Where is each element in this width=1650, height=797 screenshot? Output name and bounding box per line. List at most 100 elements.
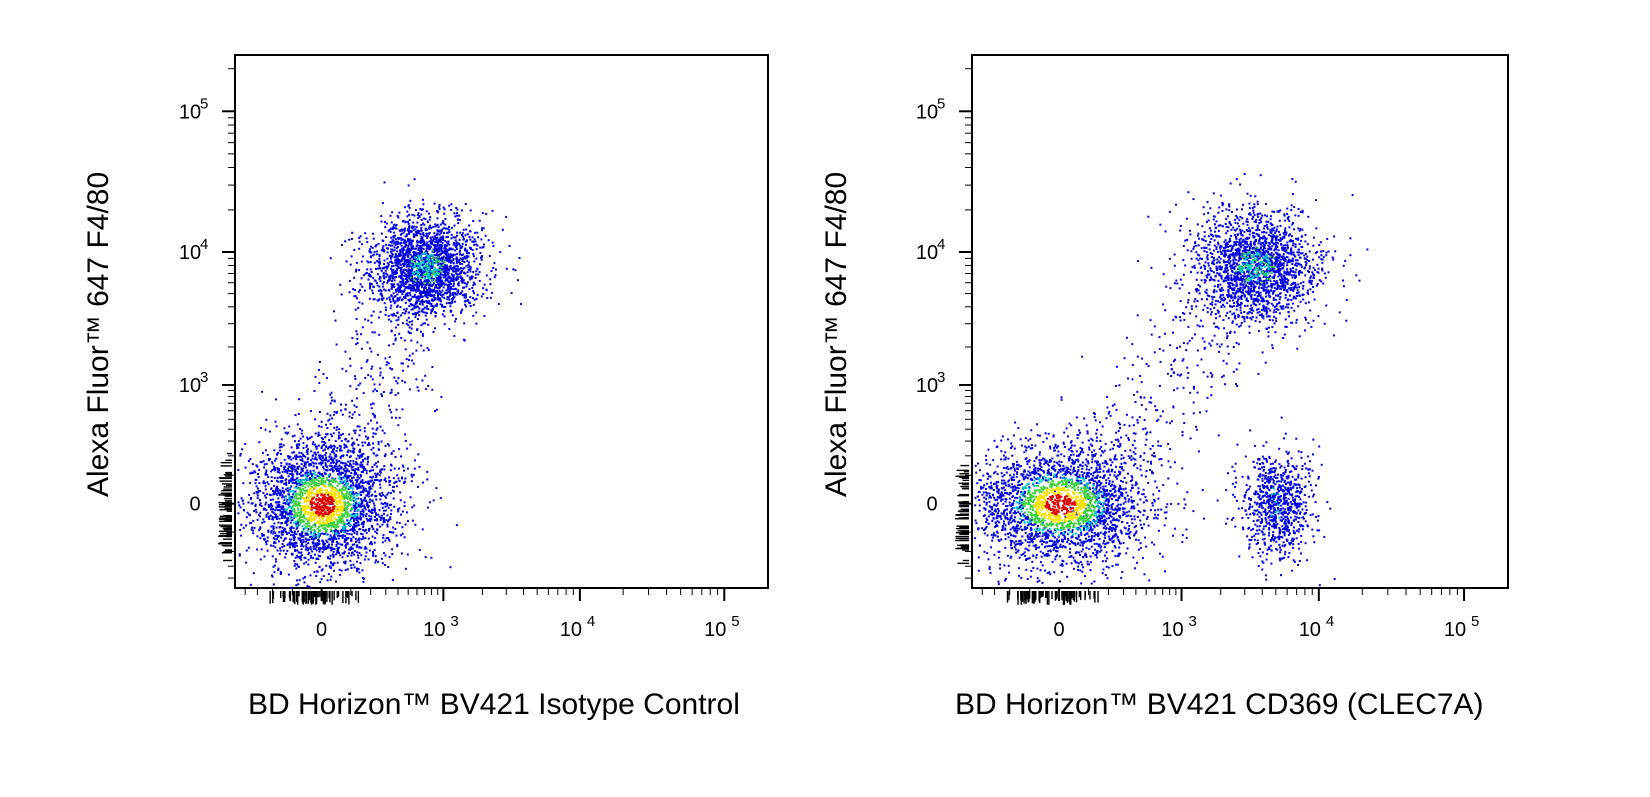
- event-point: [463, 271, 466, 274]
- event-point: [358, 537, 361, 540]
- event-point: [381, 247, 384, 250]
- event-point: [295, 454, 298, 457]
- event-point: [413, 312, 416, 315]
- event-point: [369, 261, 372, 264]
- event-point: [417, 262, 420, 265]
- event-point: [372, 528, 375, 531]
- event-point: [360, 498, 362, 501]
- event-point: [427, 294, 430, 297]
- event-point: [428, 259, 431, 261]
- event-point: [326, 460, 329, 463]
- event-point: [335, 580, 337, 583]
- event-point: [441, 279, 444, 282]
- event-point: [458, 273, 461, 276]
- event-point: [297, 583, 300, 586]
- event-point: [364, 537, 367, 540]
- event-point: [387, 314, 390, 317]
- event-point: [324, 523, 327, 526]
- event-point: [401, 379, 404, 382]
- event-point: [254, 508, 257, 511]
- event-point: [286, 487, 289, 490]
- event-point: [327, 523, 330, 526]
- event-point: [458, 214, 461, 217]
- event-point: [391, 274, 394, 277]
- event-point: [344, 562, 347, 565]
- event-point: [378, 275, 381, 278]
- event-point: [365, 469, 368, 472]
- event-point: [335, 449, 338, 452]
- event-point: [358, 240, 361, 243]
- event-point: [351, 479, 353, 482]
- event-point: [378, 254, 381, 257]
- event-point: [280, 461, 283, 464]
- event-point: [352, 513, 355, 516]
- event-point: [313, 486, 316, 489]
- event-point: [350, 528, 353, 530]
- event-point: [271, 555, 274, 558]
- event-point: [424, 218, 427, 220]
- event-point: [473, 260, 476, 263]
- event-point: [343, 509, 345, 511]
- x-tick-exponent: 5: [731, 613, 739, 630]
- event-point: [428, 275, 431, 278]
- event-point: [435, 233, 438, 236]
- event-point: [388, 444, 391, 447]
- event-point: [396, 264, 399, 267]
- event-point: [425, 295, 428, 298]
- event-point: [256, 494, 259, 497]
- event-point: [271, 505, 274, 508]
- event-point: [461, 234, 463, 236]
- event-point: [289, 455, 292, 458]
- event-point: [407, 259, 410, 262]
- event-point: [345, 543, 348, 546]
- event-point: [359, 463, 362, 466]
- event-point: [343, 485, 345, 488]
- event-point: [361, 508, 364, 511]
- event-point: [346, 522, 349, 525]
- event-point: [293, 434, 296, 437]
- event-point: [440, 238, 443, 241]
- event-point: [330, 536, 333, 539]
- event-point: [333, 466, 336, 469]
- event-point: [297, 480, 300, 483]
- event-point: [411, 308, 414, 311]
- event-point: [427, 279, 430, 282]
- event-point: [314, 477, 317, 479]
- event-point: [388, 228, 391, 231]
- event-point: [325, 433, 328, 436]
- event-point: [277, 497, 280, 500]
- event-point: [388, 539, 391, 542]
- event-point: [417, 270, 420, 273]
- event-point: [321, 551, 324, 553]
- event-point: [399, 267, 402, 270]
- event-point: [440, 395, 443, 398]
- event-point: [316, 467, 319, 470]
- event-point: [299, 555, 302, 558]
- event-point: [306, 475, 309, 478]
- event-point: [341, 433, 344, 435]
- event-point: [382, 239, 385, 242]
- event-point: [400, 266, 403, 269]
- event-point: [266, 453, 269, 456]
- event-point: [374, 515, 376, 518]
- event-point: [337, 509, 340, 512]
- event-point: [441, 305, 444, 308]
- event-point: [280, 572, 283, 575]
- event-point: [417, 310, 420, 313]
- event-point: [262, 480, 265, 483]
- event-point: [382, 493, 385, 496]
- event-point: [299, 557, 302, 560]
- x-tick-label: 10: [560, 619, 582, 641]
- event-point: [273, 484, 276, 487]
- event-point: [446, 256, 449, 259]
- event-point: [443, 208, 446, 211]
- event-point: [419, 282, 422, 285]
- event-point: [297, 537, 300, 540]
- event-point: [349, 455, 352, 458]
- event-point: [314, 525, 317, 528]
- event-point: [436, 254, 439, 257]
- event-point: [332, 540, 334, 543]
- event-point: [286, 508, 289, 511]
- event-point: [390, 274, 393, 277]
- event-point: [439, 297, 441, 300]
